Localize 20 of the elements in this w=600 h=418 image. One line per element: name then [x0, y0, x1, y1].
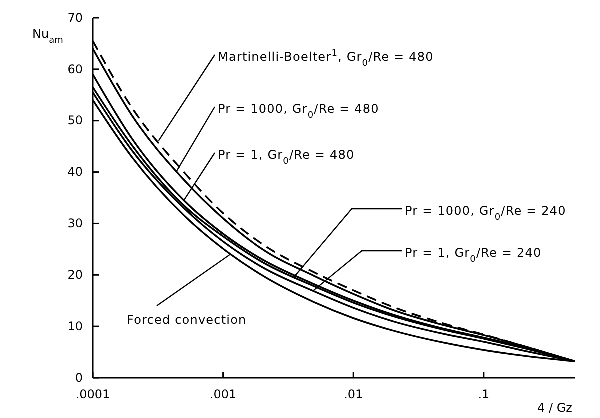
y-tick-label: 50 [68, 114, 83, 128]
annotation: Pr = 1, Gr$_{0}$/Re = 240 [405, 246, 542, 265]
y-tick-label: 10 [68, 319, 83, 334]
y-tick-label: 70 [68, 10, 83, 25]
annotation: Pr = 1000, Gr$_{0}$/Re = 480 [218, 102, 380, 121]
y-tick-label: 0 [75, 370, 83, 385]
x-tick-label: .0001 [76, 388, 110, 402]
x-tick-label: .01 [344, 388, 364, 402]
annotation: Pr = 1000, Gr$_{0}$/Re = 240 [405, 204, 566, 223]
y-tick-label: 20 [68, 268, 83, 282]
y-tick-label: 60 [68, 62, 83, 76]
y-tick-label: 30 [68, 216, 83, 231]
annotation: Martinelli-Boelter$^{1}$, Gr$_{0}$/Re = 480 [218, 49, 434, 69]
annotation: Pr = 1, Gr$_{0}$/Re = 480 [218, 148, 355, 167]
x-tick-label: .001 [210, 388, 237, 402]
y-axis-title: Nu$_{am}$ [32, 27, 64, 46]
x-axis-title: 4 / Gz [538, 401, 572, 415]
annotation: Forced convection [127, 313, 247, 327]
y-tick-label: 40 [68, 165, 83, 180]
x-tick-label: .1 [478, 388, 490, 402]
